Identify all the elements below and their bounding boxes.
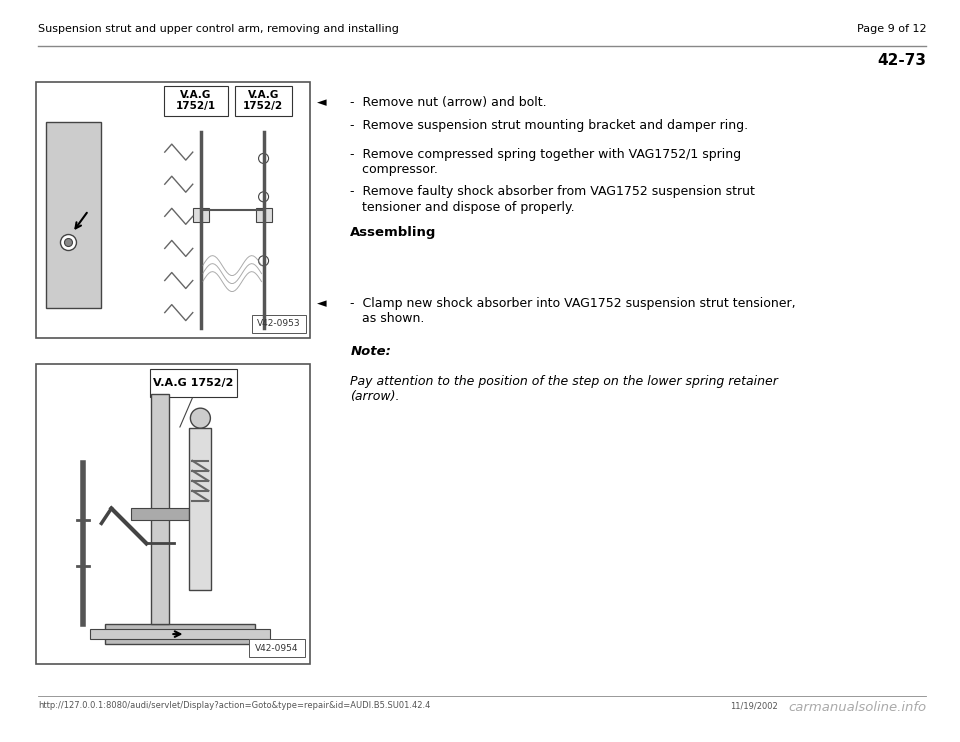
Text: Assembling: Assembling: [350, 226, 437, 240]
Bar: [90, 629, 271, 639]
Bar: [36, 82, 310, 338]
Circle shape: [64, 238, 72, 246]
Bar: [46, 122, 102, 308]
Text: Pay attention to the position of the step on the lower spring retainer
(arrow).: Pay attention to the position of the ste…: [350, 375, 779, 403]
FancyBboxPatch shape: [235, 85, 292, 116]
Bar: [132, 508, 189, 520]
Text: http://127.0.0.1:8080/audi/servlet/Display?action=Goto&type=repair&id=AUDI.B5.SU: http://127.0.0.1:8080/audi/servlet/Displ…: [38, 701, 431, 710]
Text: carmanualsoline.info: carmanualsoline.info: [788, 701, 926, 715]
Bar: [189, 428, 211, 589]
Text: -  Clamp new shock absorber into VAG1752 suspension strut tensioner,
   as shown: - Clamp new shock absorber into VAG1752 …: [350, 297, 796, 325]
Text: -  Remove faulty shock absorber from VAG1752 suspension strut
   tensioner and d: - Remove faulty shock absorber from VAG1…: [350, 186, 756, 214]
Bar: [193, 209, 208, 223]
FancyBboxPatch shape: [252, 315, 306, 332]
Text: 42-73: 42-73: [877, 53, 926, 68]
Bar: [255, 209, 272, 223]
Circle shape: [258, 256, 269, 266]
Bar: [152, 393, 169, 624]
Text: Note:: Note:: [350, 345, 392, 358]
FancyBboxPatch shape: [151, 369, 237, 396]
Circle shape: [258, 154, 269, 163]
Text: ◄: ◄: [317, 96, 326, 110]
Circle shape: [190, 408, 210, 428]
Text: ◄: ◄: [317, 297, 326, 310]
Text: -  Remove suspension strut mounting bracket and damper ring.: - Remove suspension strut mounting brack…: [350, 119, 749, 132]
Bar: [36, 364, 310, 664]
Text: 11/19/2002: 11/19/2002: [730, 701, 778, 710]
Text: -  Remove nut (arrow) and bolt.: - Remove nut (arrow) and bolt.: [350, 96, 547, 110]
Text: -  Remove compressed spring together with VAG1752/1 spring
   compressor.: - Remove compressed spring together with…: [350, 148, 741, 177]
FancyBboxPatch shape: [249, 639, 305, 657]
Text: V42-0954: V42-0954: [255, 643, 299, 653]
FancyBboxPatch shape: [164, 85, 228, 116]
Text: V.A.G
1752/1: V.A.G 1752/1: [176, 90, 216, 111]
Circle shape: [258, 192, 269, 202]
Circle shape: [60, 234, 77, 251]
Text: V.A.G 1752/2: V.A.G 1752/2: [154, 378, 233, 387]
Text: V.A.G
1752/2: V.A.G 1752/2: [243, 90, 283, 111]
Bar: [105, 624, 255, 644]
Text: V42-0953: V42-0953: [257, 319, 300, 328]
Text: Page 9 of 12: Page 9 of 12: [856, 24, 926, 33]
Text: Suspension strut and upper control arm, removing and installing: Suspension strut and upper control arm, …: [38, 24, 399, 33]
